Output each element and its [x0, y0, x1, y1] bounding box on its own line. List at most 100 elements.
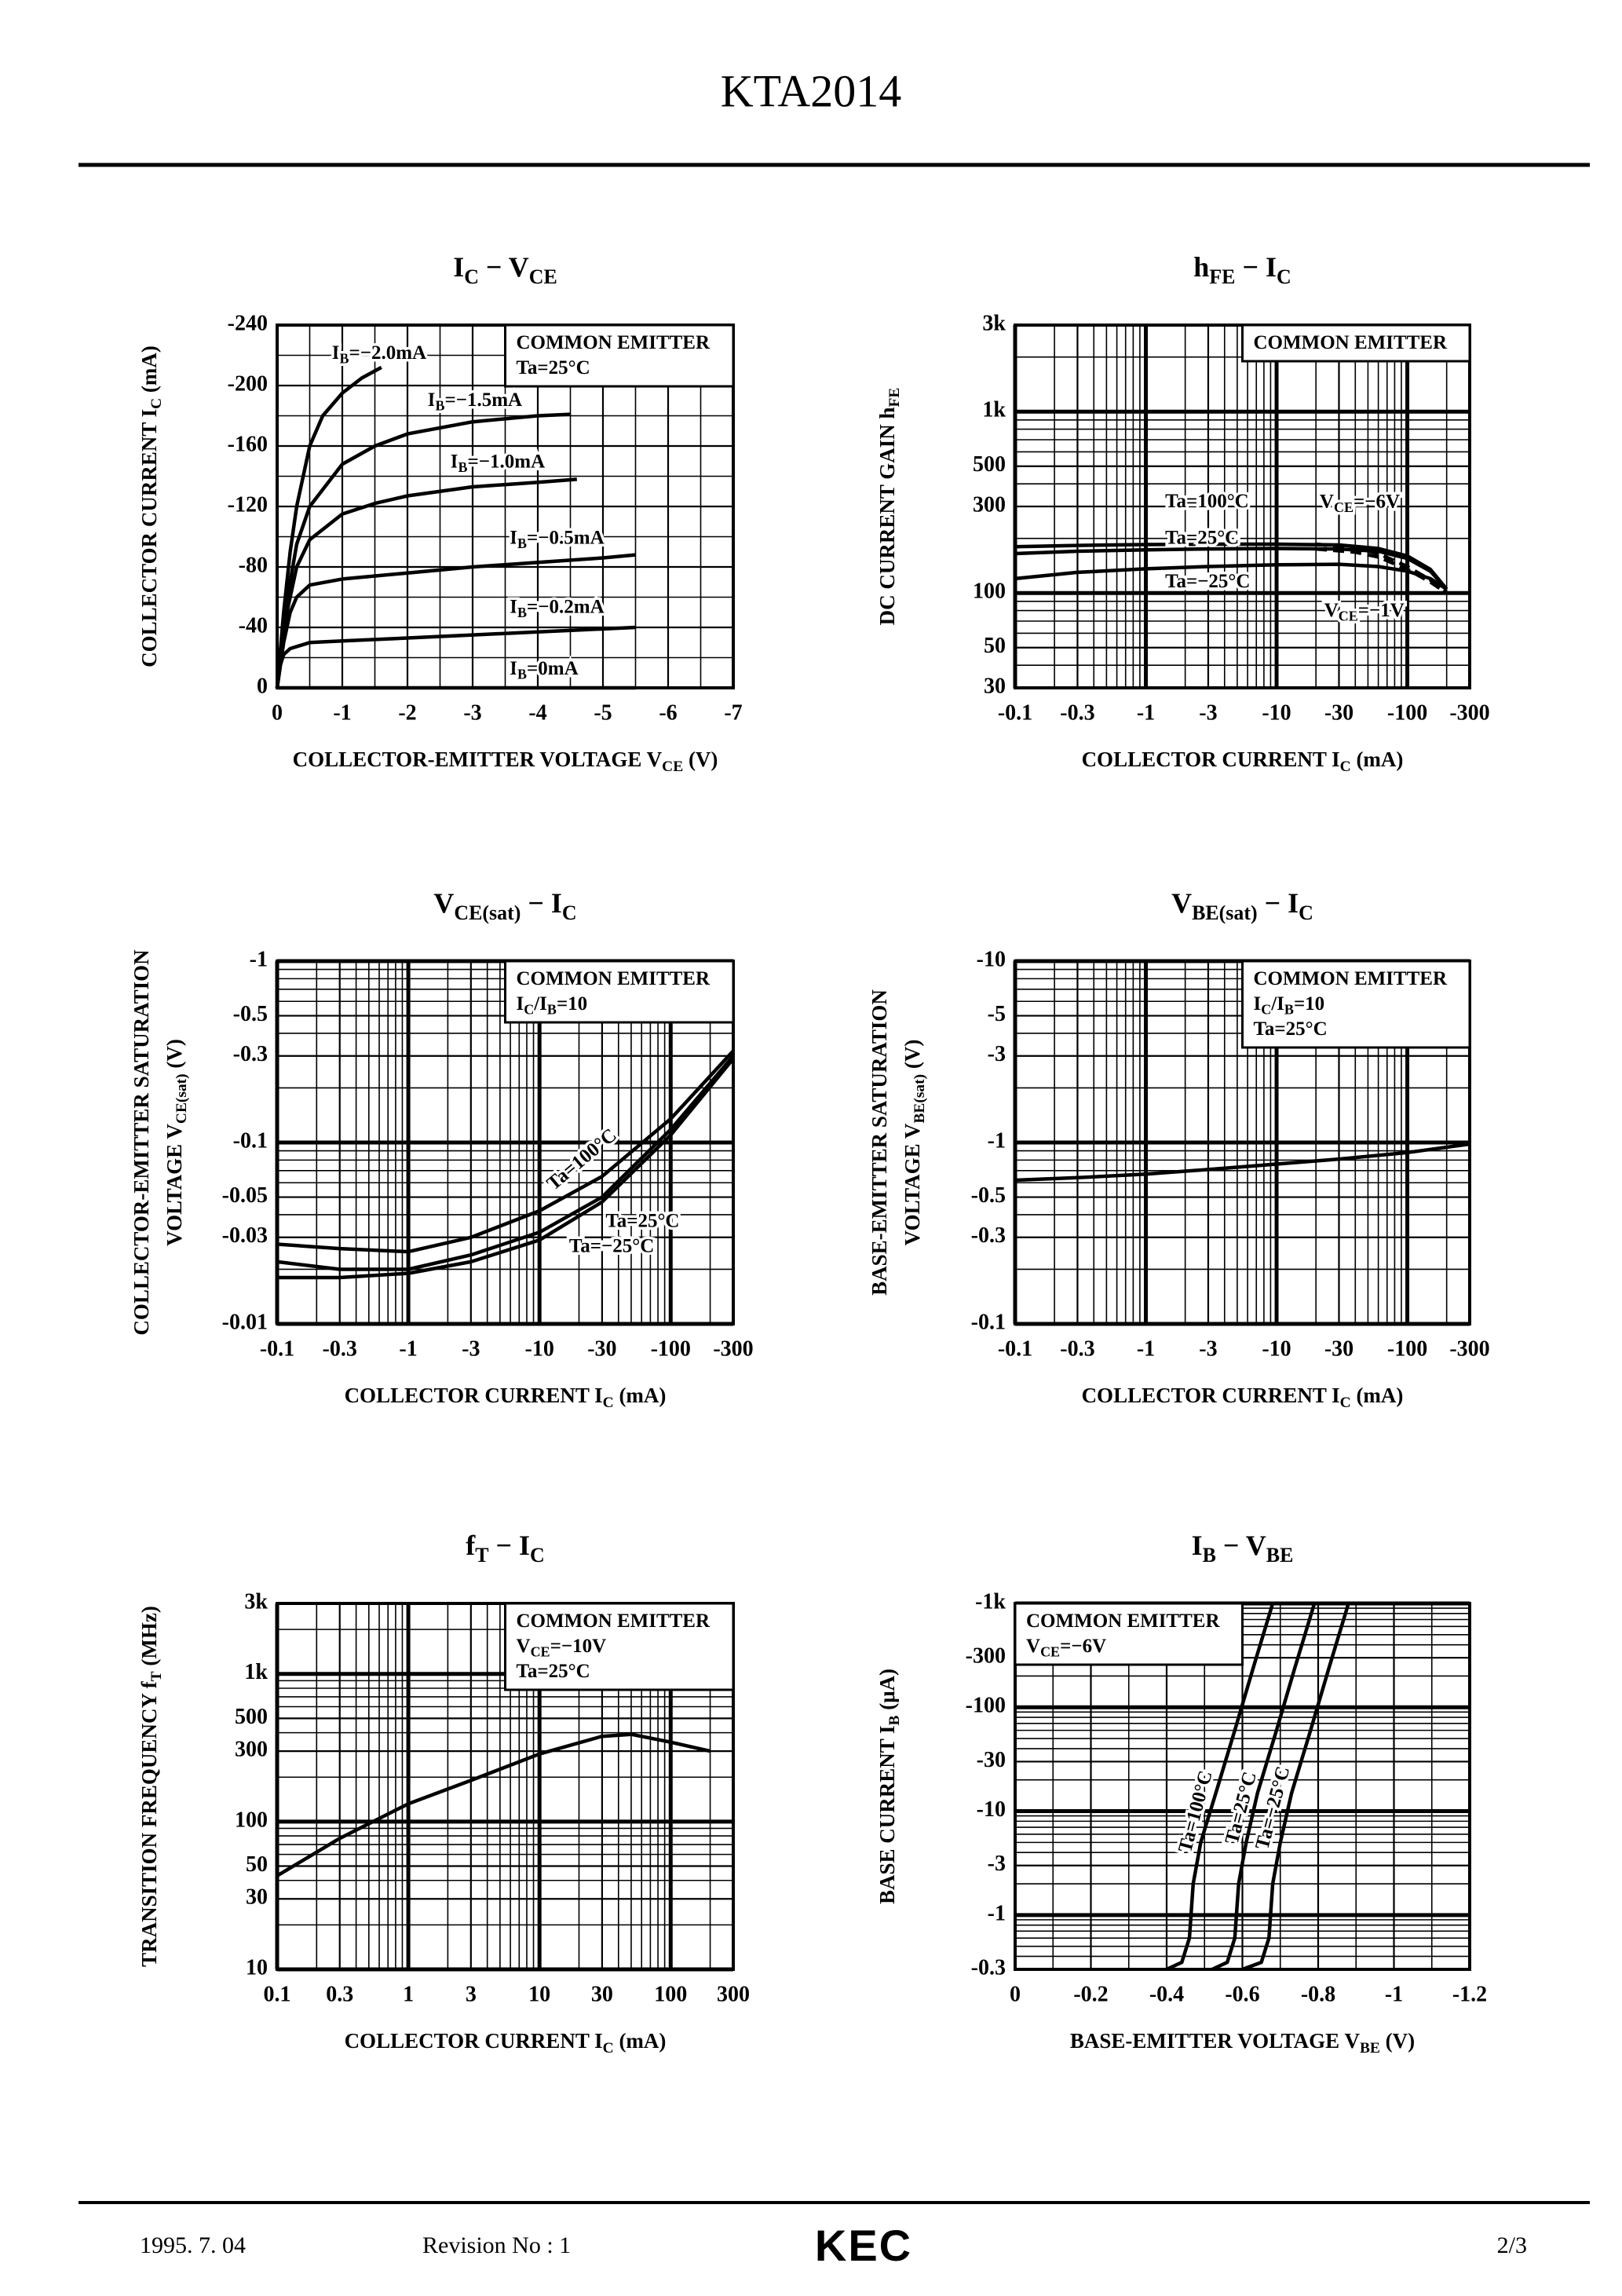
series-line [276, 1732, 711, 1877]
y-tick-label: -120 [228, 492, 268, 517]
text-run: COMMON EMITTER [1026, 1610, 1220, 1632]
y-tick-label: 300 [973, 492, 1006, 517]
x-tick-label: -0.4 [1149, 1982, 1184, 2006]
y-axis-label: BASE-EMITTER SATURATION [868, 989, 891, 1296]
subscript: C [524, 1002, 534, 1018]
subscript: B [547, 1002, 557, 1018]
notes-box [504, 1602, 735, 1691]
text-run: V [1171, 887, 1192, 919]
notes-text: IC/IB=10 [1254, 993, 1325, 1018]
text-run: COMMON EMITTER [517, 1610, 711, 1632]
subscript: FE [887, 388, 904, 408]
text-run: =−2.0mA [349, 342, 426, 364]
x-axis-label: COLLECTOR-EMITTER VOLTAGE VCE (V) [293, 748, 718, 775]
y-tick-label: 3k [244, 1589, 268, 1614]
text-run: TRANSITION FREQUENCY f [137, 1680, 161, 1967]
x-tick-label: -1.2 [1452, 1982, 1487, 2006]
series-label: Ta=25°C [605, 1210, 679, 1231]
y-tick-label: -0.3 [233, 1042, 268, 1066]
text-run: − I [521, 887, 562, 919]
y-tick-label: -0.3 [971, 1955, 1006, 1980]
y-axis-label: BASE CURRENT IB (μA) [875, 1669, 903, 1904]
x-tick-label: 0 [272, 700, 283, 725]
y-tick-label: -240 [228, 311, 268, 335]
y-tick-label: -10 [977, 1797, 1006, 1822]
notes-box [1241, 324, 1471, 363]
y-tick-label: -100 [966, 1694, 1006, 1718]
x-axis-label: COLLECTOR CURRENT IC (mA) [345, 2029, 667, 2057]
text-run: =0mA [527, 658, 579, 679]
text-run: COMMON EMITTER [1254, 332, 1448, 353]
x-tick-label: -0.2 [1073, 1982, 1108, 2006]
series-label: IB=−1.0mA [451, 451, 545, 475]
x-tick-label: -1 [1137, 700, 1155, 725]
chart-title: IB − VBE [1192, 1530, 1294, 1566]
x-tick-label: -300 [1449, 700, 1489, 725]
chart-title: fT − IC [466, 1530, 545, 1566]
series-line [275, 365, 382, 689]
x-tick-label: -0.8 [1301, 1982, 1335, 2006]
x-tick-label: -2 [398, 700, 416, 725]
text-run: Ta=25°C [517, 1661, 590, 1682]
x-tick-label: -100 [651, 1336, 691, 1361]
subscript: B [458, 459, 468, 475]
y-tick-label: -0.05 [222, 1183, 268, 1208]
text-run: h [1193, 251, 1209, 283]
x-tick-label: 0.1 [264, 1982, 291, 2006]
y-tick-label: 3k [982, 311, 1006, 335]
text-run: (V) [901, 1040, 924, 1074]
subscript: B [339, 351, 349, 367]
x-tick-label: 3 [466, 1982, 477, 2006]
x-tick-label: -30 [1324, 700, 1353, 725]
y-tick-label: 1k [982, 398, 1006, 422]
y-tick-label: -3 [988, 1042, 1006, 1066]
chart-title: hFE − IC [1193, 251, 1291, 287]
subscript: FE [1209, 265, 1235, 288]
subscript: CE [662, 759, 683, 776]
y-axis-label: COLLECTOR-EMITTER SATURATION [130, 949, 153, 1336]
subscript: C [1261, 1002, 1271, 1018]
series-line [275, 477, 577, 689]
notes-box [504, 324, 735, 388]
series-line [276, 1055, 735, 1271]
x-tick-label: 100 [654, 1982, 687, 2006]
text-run: (mA) [1351, 1384, 1404, 1407]
y-tick-label: -80 [239, 553, 268, 577]
series-line [1166, 1603, 1275, 1972]
text-run: V [1320, 491, 1334, 512]
series-line [277, 1057, 735, 1280]
notes-text: COMMON EMITTER [517, 968, 711, 989]
text-run: COLLECTOR CURRENT I [345, 2029, 603, 2053]
subscript: CE [1334, 499, 1353, 515]
subscript: C [603, 2041, 614, 2057]
y-axis-label: VOLTAGE VBE(sat) (V) [901, 1040, 928, 1246]
text-run: − I [1258, 887, 1299, 919]
text-run: I [451, 451, 458, 472]
series-label: IB=−0.2mA [510, 596, 604, 620]
text-run: =−0.5mA [527, 527, 605, 548]
series-label: Ta=−25°C [1165, 571, 1250, 592]
text-run: V [433, 887, 454, 919]
subscript: B [517, 667, 527, 682]
x-tick-label: -0.3 [323, 1336, 357, 1361]
series-label: Ta=−25°C [569, 1236, 654, 1257]
x-tick-label: -0.6 [1225, 1982, 1259, 2006]
text-run: =−6V [1353, 491, 1400, 512]
x-tick-label: -0.3 [1060, 1336, 1094, 1361]
subscript: C [562, 901, 577, 924]
x-tick-label: -3 [463, 700, 481, 725]
subscript: C [1299, 901, 1313, 924]
x-tick-label: -0.1 [260, 1336, 294, 1361]
notes-box [1241, 960, 1471, 1049]
text-run: − V [479, 251, 529, 283]
charts: 0 -1 -2 -3 -4 -5 -6 -7 0 -40 -80 -120 -160 -200 -240 CO… [130, 251, 1489, 2057]
text-run: =−1.0mA [468, 451, 546, 472]
x-tick-label: 300 [717, 1982, 750, 2006]
footer-page: 2/3 [1497, 2232, 1527, 2258]
notes-text: COMMON EMITTER [1026, 1610, 1220, 1632]
page-title: KTA2014 [721, 65, 902, 116]
series-label: Ta=100°C [1165, 491, 1249, 512]
notes-text: COMMON EMITTER [1254, 968, 1448, 989]
series-line [1014, 547, 1448, 590]
